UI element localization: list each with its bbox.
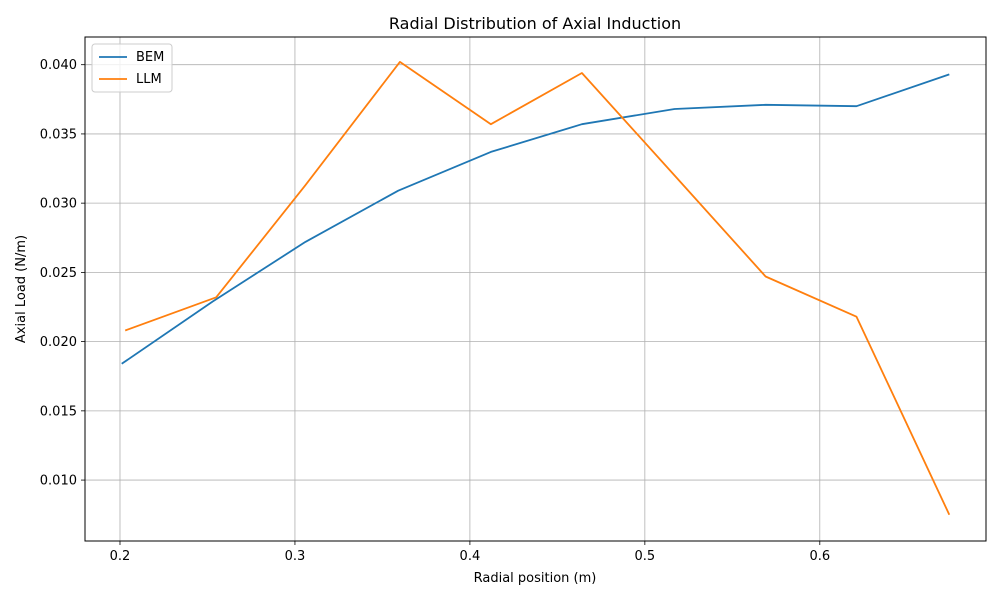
x-axis-ticks: 0.2 0.3 0.4 0.5 0.6 <box>110 541 830 564</box>
y-tick-label: 0.010 <box>40 474 77 489</box>
y-axis-ticks: 0.010 0.015 0.020 0.025 0.030 0.035 0.040 <box>40 58 85 489</box>
series-lines <box>121 61 951 516</box>
x-tick-label: 0.3 <box>285 549 306 564</box>
y-tick-label: 0.015 <box>40 404 77 419</box>
y-tick-label: 0.030 <box>40 197 77 212</box>
x-axis-label: Radial position (m) <box>474 571 597 586</box>
legend-label-bem: BEM <box>136 50 164 65</box>
x-tick-label: 0.2 <box>110 549 131 564</box>
chart-title: Radial Distribution of Axial Induction <box>389 14 681 33</box>
series-line-llm <box>124 61 951 516</box>
y-tick-label: 0.025 <box>40 266 77 281</box>
legend: BEM LLM <box>91 43 173 93</box>
legend-box <box>91 43 173 93</box>
legend-label-llm: LLM <box>136 72 162 87</box>
series-line-bem <box>121 73 950 365</box>
y-tick-label: 0.020 <box>40 335 77 350</box>
y-tick-label: 0.040 <box>40 58 77 73</box>
y-tick-label: 0.035 <box>40 127 77 142</box>
x-tick-label: 0.5 <box>635 549 656 564</box>
x-tick-label: 0.6 <box>809 549 830 564</box>
plot-frame <box>84 36 987 542</box>
x-tick-label: 0.4 <box>460 549 481 564</box>
y-axis-label: Axial Load (N/m) <box>14 235 29 343</box>
